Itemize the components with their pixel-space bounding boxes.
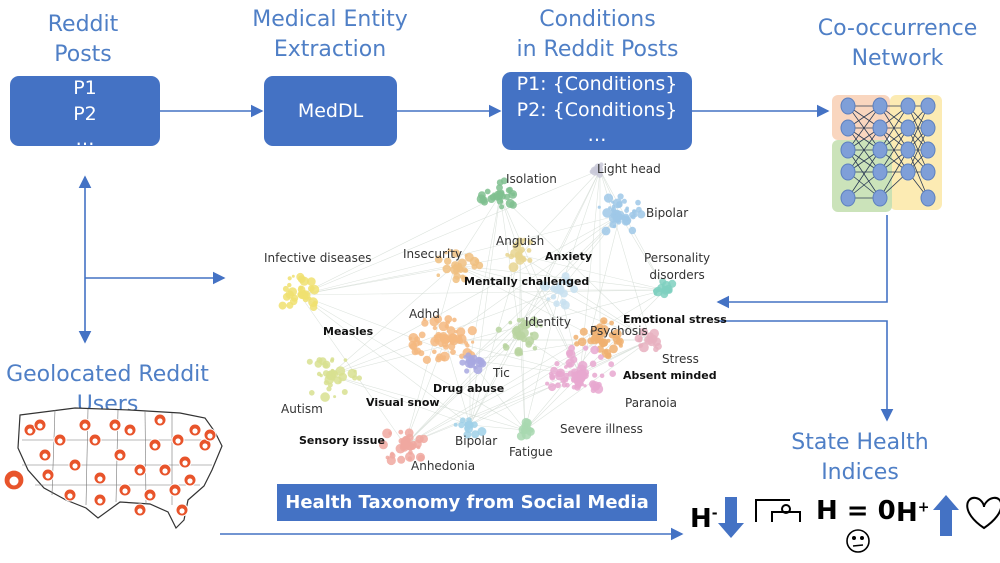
state-health-title: State Health Indices — [791, 430, 929, 485]
label-sensory-issue: Sensory issue — [299, 434, 385, 447]
conditions-title: Conditions in Reddit Posts — [516, 7, 679, 62]
sleeping-figure-icon — [755, 499, 801, 522]
label-tic: Tic — [493, 366, 510, 380]
label-anxiety: Anxiety — [545, 250, 593, 263]
meddl-box: MedDL — [264, 76, 397, 146]
h-plus: H+ — [896, 498, 930, 528]
label-infective-diseases: Infective diseases — [264, 251, 372, 265]
down-arrow-icon — [718, 497, 744, 538]
label-personality-disorders: Personality disorders — [644, 251, 711, 282]
label-fatigue: Fatigue — [509, 445, 553, 459]
label-emotional-stress: Emotional stress — [623, 313, 727, 326]
network-title: Co-occurrence Network — [817, 16, 978, 71]
label-mentally-challenged: Mentally challenged — [464, 275, 590, 288]
h-zero: H = 0 — [816, 496, 896, 526]
label-severe-illness: Severe illness — [560, 422, 643, 436]
label-stress: Stress — [662, 352, 699, 366]
neutral-face-icon — [846, 529, 870, 553]
label-adhd: Adhd — [409, 307, 440, 321]
taxonomy-caption: Health Taxonomy from Social Media — [277, 484, 657, 521]
label-insecurity: Insecurity — [403, 247, 463, 261]
label-anhedonia: Anhedonia — [411, 459, 476, 473]
label-bipolar-top: Bipolar — [646, 206, 689, 220]
posts-box: P1 P2… — [10, 76, 160, 150]
health-taxonomy-graph — [278, 162, 677, 466]
h-minus: H- — [690, 504, 718, 534]
heart-icon — [966, 496, 1000, 530]
arrow-to-state-indices — [718, 320, 894, 422]
up-arrow-icon — [933, 495, 959, 536]
label-identity: Identity — [525, 315, 571, 329]
us-map — [3, 407, 223, 530]
label-drug-abuse: Drug abuse — [433, 382, 505, 395]
label-light-head: Light head — [597, 162, 661, 176]
reddit-posts-title: Reddit Posts — [47, 12, 119, 67]
label-anguish: Anguish — [496, 234, 545, 248]
conditions-box: P1: {Conditions} P2: {Conditions}… — [502, 72, 692, 150]
cooccurrence-network — [832, 95, 942, 212]
label-autism: Autism — [281, 402, 323, 416]
label-paranoia: Paranoia — [625, 396, 677, 410]
arrow-network-to-taxonomy — [716, 215, 888, 309]
entity-extraction-title: Medical Entity Extraction — [252, 7, 408, 62]
label-bipolar-bottom: Bipolar — [455, 434, 498, 448]
label-visual-snow: Visual snow — [366, 396, 440, 409]
label-psychosis: Psychosis — [590, 324, 648, 338]
label-isolation: Isolation — [506, 172, 557, 186]
label-measles: Measles — [323, 325, 374, 338]
label-absent-minded: Absent minded — [623, 369, 717, 382]
